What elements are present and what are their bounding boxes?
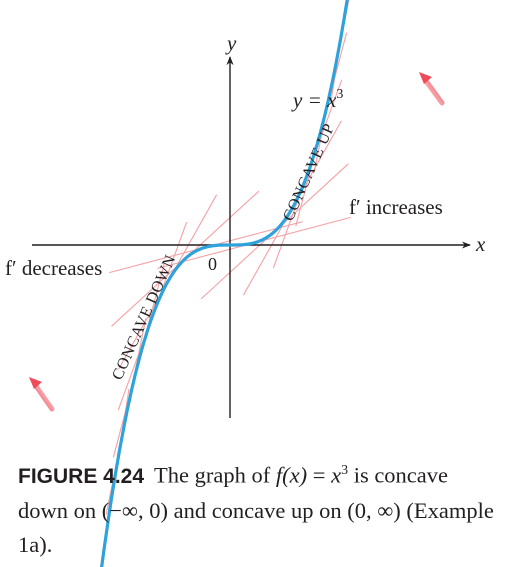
origin-label: 0 [208,254,217,274]
f-prime-decreases-label: f′ decreases [5,256,102,280]
concave-up-label: CONCAVE UP [280,121,338,224]
upper-end-arrow [419,72,445,106]
curve-equation-label: y = x3 [291,87,343,112]
caption-x: x [331,462,342,488]
f-prime-increases-label: f′ increases [349,195,443,219]
figure-caption: FIGURE 4.24 The graph of f(x) = x3 is con… [18,454,498,562]
caption-f-of-x: f(x) [275,462,308,488]
caption-text-1: The graph of [154,462,276,488]
curve-equation-lhs: y = x [291,88,337,112]
caption-text-2: is concave down on (−∞, 0) and concave u… [18,462,494,557]
y-axis-label: y [225,31,237,55]
figure-number: FIGURE 4.24 [18,464,145,488]
tangent-line [330,0,348,102]
concave-down-label: CONCAVE DOWN [109,252,179,382]
curve-equation-exponent: 3 [336,87,343,102]
cubic-curve [100,0,349,567]
lower-end-arrow [29,377,55,412]
caption-equals: = [307,462,332,488]
caption-exponent: 3 [341,463,349,478]
x-axis-label: x [475,232,486,256]
